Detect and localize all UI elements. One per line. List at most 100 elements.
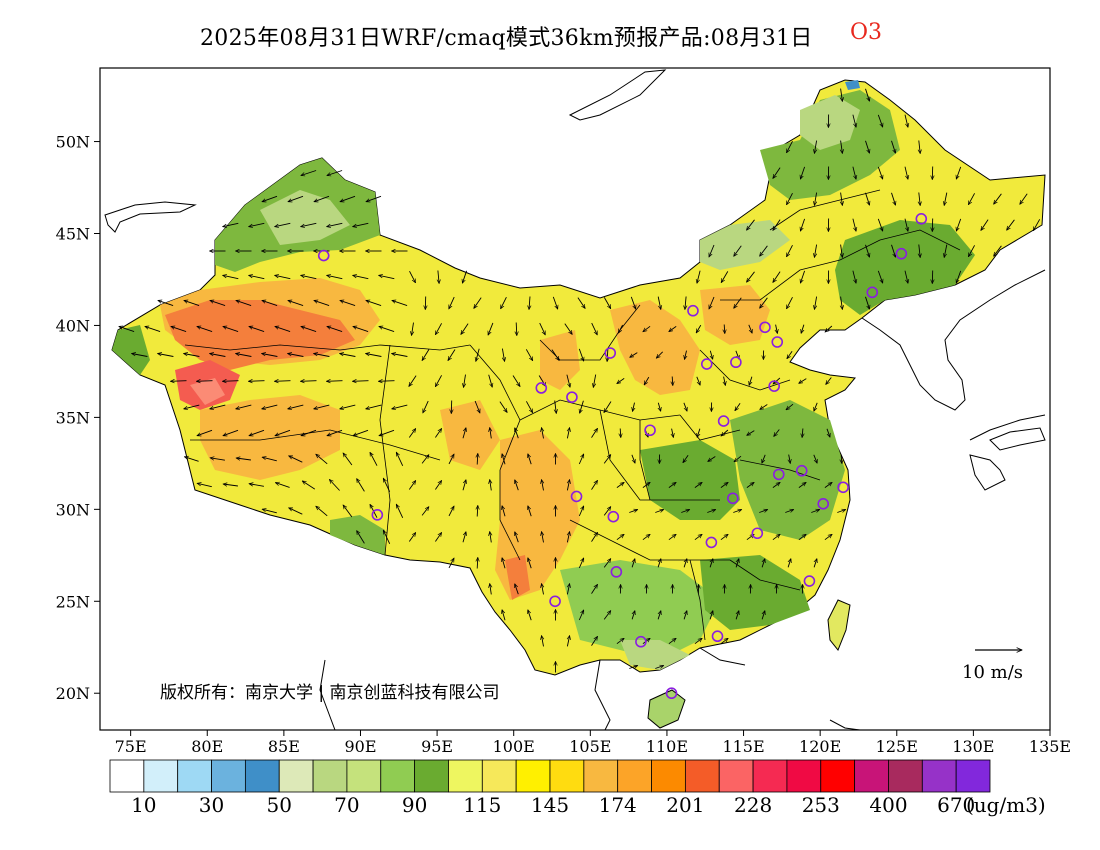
wind-arrow bbox=[395, 504, 404, 518]
chart-title: 2025年08月31日WRF/cmaq模式36km预报产品:08月31日 O3 bbox=[0, 20, 1100, 51]
colorbar-label: 174 bbox=[599, 793, 637, 817]
wind-arrow bbox=[891, 140, 896, 153]
wind-arrow bbox=[462, 428, 466, 439]
wind-arrow bbox=[408, 533, 415, 542]
wind-vectors bbox=[119, 88, 1041, 673]
wind-arrow bbox=[502, 558, 506, 569]
wind-arrow bbox=[772, 534, 780, 541]
wind-arrow bbox=[607, 348, 608, 362]
wind-arrow bbox=[865, 244, 870, 257]
wind-arrow bbox=[919, 140, 920, 154]
wind-arrow bbox=[210, 458, 225, 461]
wind-arrow bbox=[814, 140, 816, 154]
wind-arrow bbox=[814, 192, 816, 206]
wind-arrow bbox=[288, 354, 304, 357]
wind-arrow bbox=[786, 192, 793, 205]
wind-arrow bbox=[542, 532, 544, 543]
wind-arrow bbox=[773, 271, 781, 283]
wind-arrow bbox=[801, 324, 805, 334]
wind-arrow bbox=[824, 534, 832, 541]
wind-arrow bbox=[629, 510, 637, 513]
wind-arrow bbox=[327, 326, 343, 333]
wind-arrow bbox=[696, 376, 700, 385]
wind-arrow bbox=[591, 322, 598, 335]
wind-arrow bbox=[448, 349, 456, 361]
wind-arrow bbox=[392, 354, 408, 357]
wind-arrow bbox=[697, 270, 701, 284]
wind-arrow bbox=[438, 270, 439, 284]
wind-arrow bbox=[343, 505, 353, 518]
station-marker bbox=[604, 347, 617, 359]
x-tick-label: 85E bbox=[268, 737, 300, 756]
wind-arrow bbox=[681, 510, 689, 513]
wind-arrow bbox=[642, 482, 650, 488]
wind-arrow bbox=[802, 428, 803, 438]
wind-arrow bbox=[877, 270, 882, 283]
wind-arrow bbox=[528, 454, 532, 465]
station-marker bbox=[771, 336, 784, 348]
wind-arrow bbox=[488, 322, 494, 335]
station-marker bbox=[717, 415, 730, 427]
wind-arrow bbox=[236, 458, 251, 460]
map-frame bbox=[99, 67, 1051, 731]
wind-arrow bbox=[236, 300, 252, 307]
wind-arrow bbox=[603, 559, 611, 568]
wind-arrow bbox=[197, 381, 213, 382]
wind-arrow bbox=[515, 428, 519, 439]
wind-arrow bbox=[542, 636, 544, 647]
station-marker bbox=[535, 382, 548, 394]
wind-arrow bbox=[288, 195, 304, 201]
wind-arrow bbox=[366, 300, 382, 307]
wind-arrow bbox=[210, 404, 226, 409]
station-marker bbox=[644, 424, 656, 437]
wind-arrow bbox=[314, 354, 330, 357]
colorbar-label: 10 bbox=[131, 793, 156, 817]
wind-arrow bbox=[720, 638, 728, 645]
title-text: 2025年08月31日WRF/cmaq模式36km预报产品:08月31日 bbox=[200, 26, 813, 51]
wind-arrow bbox=[461, 323, 469, 335]
colorbar-swatch bbox=[921, 759, 957, 793]
wind-arrow bbox=[555, 400, 557, 414]
wind-arrow bbox=[289, 455, 303, 463]
wind-arrow bbox=[340, 354, 356, 357]
wind-arrow bbox=[720, 534, 728, 541]
x-tick-label: 80E bbox=[191, 737, 223, 756]
wind-arrow bbox=[249, 275, 265, 280]
wind-arrow bbox=[340, 404, 356, 409]
x-tick-label: 135E bbox=[1029, 737, 1071, 756]
wind-arrow bbox=[852, 218, 856, 232]
wind-arrow bbox=[629, 666, 637, 669]
x-tick-label: 95E bbox=[421, 737, 453, 756]
wind-arrow bbox=[865, 140, 870, 153]
wind-arrow bbox=[578, 610, 585, 621]
colorbar-swatch bbox=[786, 759, 822, 793]
wind-arrow bbox=[551, 349, 559, 361]
wind-arrow bbox=[515, 480, 519, 491]
wind-arrow bbox=[474, 297, 482, 309]
wind-arrow bbox=[421, 507, 429, 516]
colorbar-swatch bbox=[414, 759, 449, 793]
wind-arrow bbox=[620, 428, 621, 438]
wind-arrow bbox=[353, 429, 369, 435]
wind-arrow bbox=[800, 218, 806, 231]
wind-arrow bbox=[145, 326, 161, 333]
colorbar-swatch bbox=[481, 759, 517, 793]
colorbar-swatch bbox=[109, 759, 145, 793]
wind-arrow bbox=[668, 482, 676, 488]
wind-arrow bbox=[435, 429, 441, 438]
wind-arrow bbox=[275, 222, 291, 226]
wind-arrow bbox=[448, 296, 455, 309]
wind-arrow bbox=[512, 375, 520, 387]
wind-arrow bbox=[578, 506, 585, 517]
wind-arrow bbox=[567, 636, 569, 647]
wind-arrow bbox=[275, 483, 290, 488]
wind-arrow bbox=[462, 532, 466, 543]
y-tick-label: 35N bbox=[56, 408, 90, 427]
wind-arrow bbox=[603, 611, 611, 620]
colorbar-swatch bbox=[211, 759, 246, 793]
wind-arrow bbox=[236, 354, 252, 357]
wind-arrow bbox=[223, 222, 239, 226]
wind-arrow bbox=[249, 429, 265, 435]
wind-arrow bbox=[567, 428, 569, 439]
